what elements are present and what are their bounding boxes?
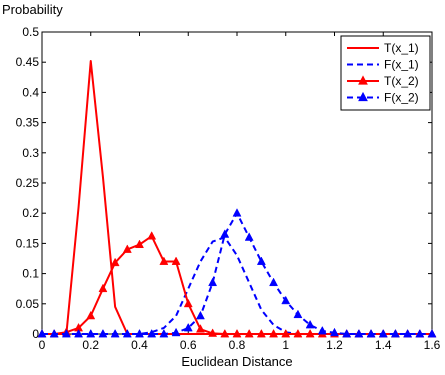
legend-entry: F(x_2) — [347, 91, 419, 105]
data-point — [110, 257, 120, 267]
data-point — [208, 328, 218, 337]
data-point — [122, 328, 132, 338]
legend-label: F(x_2) — [384, 91, 419, 105]
data-point — [415, 328, 425, 338]
data-point — [98, 283, 108, 293]
x-tick-label: 1 — [282, 338, 289, 352]
legend: T(x_1) F(x_1) T(x_2) F(x_2) — [340, 35, 431, 111]
y-tick-label: 0.15 — [16, 236, 40, 250]
y-tick-label: 0.5 — [22, 25, 39, 39]
data-point — [317, 325, 327, 335]
x-axis-label: Euclidean Distance — [181, 354, 292, 369]
legend-label: T(x_1) — [384, 41, 419, 55]
data-point — [208, 277, 218, 287]
legend-label: F(x_1) — [384, 58, 419, 72]
data-point — [330, 327, 339, 337]
y-tick-label: 0.4 — [22, 85, 39, 99]
series-F(x_2) — [37, 208, 437, 338]
y-tick-label: 0.25 — [16, 176, 40, 190]
data-point — [269, 277, 279, 287]
data-point — [281, 295, 291, 305]
data-point — [37, 328, 47, 338]
data-point — [135, 239, 144, 249]
x-tick-label: 1.2 — [326, 338, 343, 352]
legend-marker — [358, 75, 368, 85]
data-point — [366, 328, 376, 338]
y-tick-label: 0.35 — [16, 116, 40, 130]
data-point — [159, 328, 169, 338]
legend-marker — [358, 91, 368, 102]
data-point — [281, 328, 291, 338]
data-point — [147, 231, 157, 240]
x-tick-label: 0.8 — [229, 338, 246, 352]
data-point — [232, 328, 242, 338]
data-point — [293, 309, 303, 319]
x-tick-label: 1.6 — [424, 338, 441, 352]
data-point — [220, 229, 230, 238]
x-tick-label: 0.4 — [131, 338, 148, 352]
data-point — [256, 256, 266, 265]
data-point — [220, 328, 230, 338]
legend-entry: F(x_1) — [347, 58, 419, 72]
data-point — [244, 232, 254, 241]
legend-label: T(x_2) — [384, 74, 419, 88]
x-tick-label: 0 — [39, 338, 46, 352]
data-point — [86, 310, 96, 320]
data-point — [122, 244, 132, 253]
data-point — [244, 328, 254, 338]
data-point — [232, 208, 242, 217]
data-point — [378, 328, 388, 338]
data-point — [183, 322, 193, 332]
y-tick-label: 0 — [32, 327, 39, 341]
data-point — [293, 328, 303, 338]
y-tick-label: 0.3 — [22, 146, 39, 160]
legend-entry: T(x_1) — [347, 41, 419, 55]
data-point — [61, 328, 71, 338]
data-point — [86, 328, 96, 338]
axis-ticks: 0 0.2 0.4 0.6 0.8 1 1.2 1.4 1.6 0 0.05 0.1 0.15 0.2 0.… — [16, 25, 441, 352]
data-point — [98, 328, 108, 338]
data-point — [74, 328, 84, 338]
data-point — [195, 324, 205, 333]
data-point — [269, 328, 279, 338]
data-point — [354, 328, 364, 338]
y-tick-label: 0.45 — [16, 55, 40, 69]
data-point — [305, 328, 315, 338]
data-point — [147, 328, 157, 338]
data-point — [171, 256, 181, 265]
y-tick-label: 0.2 — [22, 206, 39, 220]
x-tick-label: 0.6 — [180, 338, 197, 352]
data-point — [390, 328, 400, 338]
data-point — [195, 310, 205, 320]
y-tick-label: 0.1 — [22, 267, 39, 281]
x-tick-label: 1.4 — [375, 338, 392, 352]
data-point — [183, 298, 193, 308]
data-point — [305, 319, 315, 329]
data-point — [110, 328, 120, 338]
data-point — [49, 328, 59, 338]
data-point — [256, 328, 266, 338]
data-point — [171, 327, 181, 337]
data-point — [427, 328, 437, 338]
data-point — [342, 328, 352, 338]
data-point — [135, 328, 144, 338]
legend-entry: T(x_2) — [347, 74, 419, 88]
y-axis-label: Probability — [2, 2, 63, 17]
data-point — [159, 256, 169, 265]
series-layer — [37, 59, 437, 338]
y-tick-label: 0.05 — [16, 297, 40, 311]
data-point — [403, 328, 413, 338]
x-tick-label: 0.2 — [82, 338, 99, 352]
